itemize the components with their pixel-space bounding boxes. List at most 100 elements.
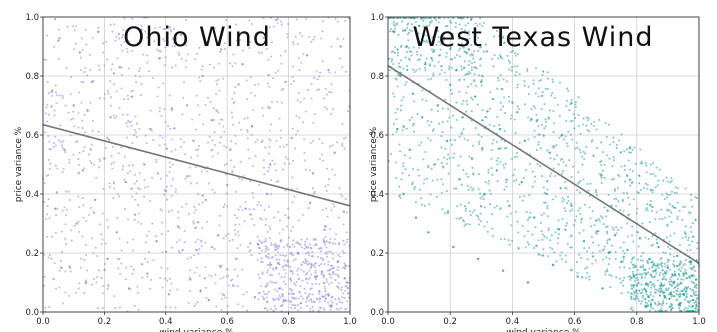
scatter-point [313,244,316,247]
scatter-point [553,251,556,254]
scatter-point [267,257,270,260]
scatter-point [537,95,540,98]
scatter-point [267,152,270,155]
scatter-point [44,112,47,115]
scatter-point [470,44,473,47]
scatter-point [204,265,207,269]
scatter-point [274,298,277,301]
data-point [219,48,223,51]
scatter-point [141,276,144,279]
scatter-point [343,243,346,246]
scatter-point [665,269,668,272]
scatter-point [683,308,686,311]
scatter-point [495,204,499,207]
scatter-point [164,46,167,49]
scatter-point [564,260,567,263]
scatter-point [426,177,429,180]
scatter-point [580,218,583,221]
scatter-point [621,198,624,201]
scatter-point [600,215,603,218]
scatter-point [124,278,128,281]
scatter-point [50,94,53,97]
scatter-point [82,149,85,153]
scatter-point [341,296,344,299]
data-point [685,287,688,290]
scatter-point [644,301,647,304]
scatter-point [590,235,593,238]
scatter-point [287,299,290,302]
scatter-point [238,223,241,226]
y-tick-label: 0.4 [370,190,384,200]
scatter-point [647,299,650,302]
scatter-point [432,74,435,77]
scatter-point [537,252,540,256]
scatter-point [393,51,396,54]
scatter-point [445,52,448,55]
scatter-point [566,145,569,148]
scatter-point [61,96,65,99]
scatter-point [266,283,269,287]
scatter-point [481,75,485,78]
scatter-point [440,146,443,149]
scatter-point [673,270,677,273]
data-point [526,281,530,284]
scatter-point [473,50,476,53]
scatter-point [306,281,309,284]
scatter-point [487,171,490,174]
scatter-point [582,123,585,126]
scatter-point [135,122,139,125]
scatter-point [487,179,490,183]
scatter-point [338,216,341,219]
scatter-point [269,123,272,126]
scatter-point [451,143,454,146]
scatter-point [197,203,200,206]
scatter-point [345,231,348,234]
scatter-point [68,161,71,164]
scatter-point [285,264,288,267]
scatter-point [696,298,699,301]
scatter-point [236,83,240,86]
scatter-point [77,230,80,233]
data-point [60,266,63,269]
scatter-point [565,224,568,227]
scatter-point [307,246,310,249]
scatter-point [589,122,593,126]
scatter-point [682,278,685,281]
scatter-point [392,62,395,66]
scatter-point [612,177,616,180]
scatter-point [147,230,150,233]
scatter-point [47,113,50,116]
scatter-point [225,275,228,278]
scatter-point [321,295,324,298]
scatter-point [101,284,104,287]
scatter-point [578,191,582,194]
scatter-point [491,235,494,238]
scatter-point [300,263,303,266]
scatter-point [656,264,659,267]
scatter-point [65,67,68,70]
scatter-point [513,51,517,55]
scatter-point [313,190,316,194]
scatter-point [689,287,692,290]
data-point [582,240,586,243]
scatter-point [72,110,75,113]
data-point [235,257,238,261]
scatter-point [278,263,281,266]
scatter-point [291,270,294,274]
scatter-point [150,32,153,35]
scatter-point [490,157,493,160]
data-point [186,175,189,178]
scatter-point [448,20,451,23]
scatter-point [422,25,425,28]
scatter-point [591,251,594,254]
scatter-point [194,226,198,229]
scatter-point [584,267,587,270]
scatter-point [679,269,682,273]
scatter-point [144,257,147,260]
scatter-point [50,257,53,260]
scatter-point [229,279,232,282]
scatter-point [623,252,626,255]
scatter-point [408,50,411,53]
scatter-point [140,28,143,31]
scatter-point [276,297,279,300]
